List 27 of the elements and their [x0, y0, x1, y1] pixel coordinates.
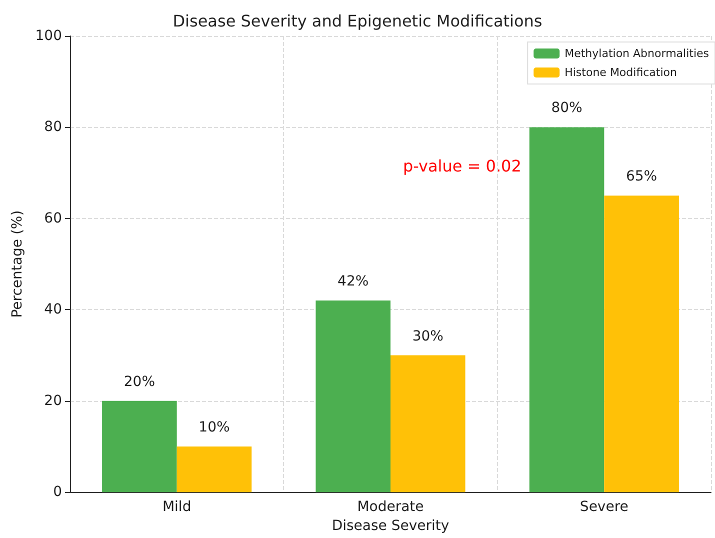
bar	[604, 196, 679, 492]
y-tick-label: 60	[44, 210, 62, 226]
y-axis-title: Percentage (%)	[9, 210, 26, 318]
annotation: p-value = 0.02	[403, 156, 522, 176]
bar	[102, 400, 177, 492]
data-label: 30%	[412, 328, 444, 344]
bar	[316, 300, 390, 492]
x-tick-label: Severe	[580, 499, 628, 516]
y-tick-label: 20	[44, 392, 62, 409]
data-label: 20%	[124, 374, 156, 390]
data-label: 42%	[338, 274, 369, 290]
bar	[529, 127, 604, 492]
bar	[176, 446, 252, 492]
data-label: 10%	[198, 419, 230, 436]
bar	[390, 355, 466, 492]
x-axis-title: Disease Severity	[332, 518, 450, 534]
legend-label: Methylation Abnormalities	[564, 47, 710, 60]
chart-title: Disease Severity and Epigenetic Modifications	[172, 12, 542, 30]
data-label: 80%	[551, 100, 582, 116]
legend-label: Histone Modification	[564, 66, 678, 79]
y-tick-label: 100	[35, 28, 62, 44]
data-label: 65%	[626, 168, 658, 185]
y-tick-label: 0	[53, 484, 62, 500]
x-tick-label: Moderate	[357, 499, 424, 516]
y-tick-label: 40	[44, 302, 62, 318]
x-tick-label: Mild	[162, 499, 192, 516]
y-tick-label: 80	[44, 119, 62, 136]
